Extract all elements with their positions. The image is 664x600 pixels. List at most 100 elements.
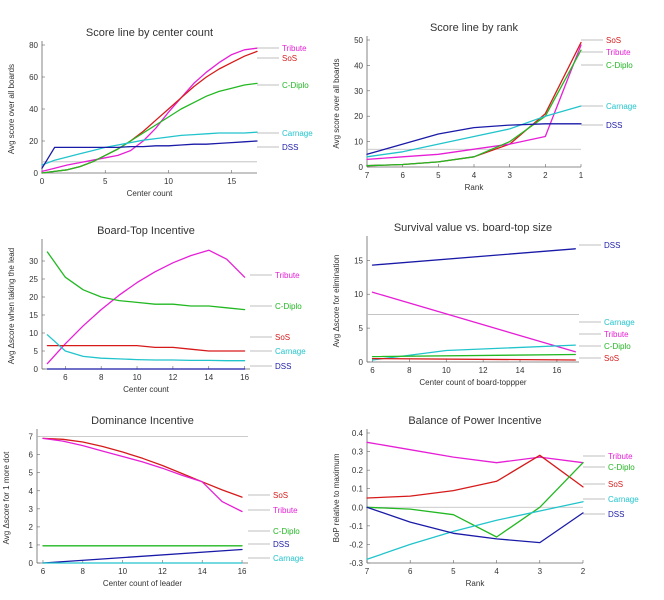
y-tick-label: -0.1 [349,522,363,531]
series-line-dss [366,506,584,544]
y-tick-label: 15 [29,311,38,320]
y-tick-label: 2 [29,523,34,532]
legend-tribute: Tribute [275,271,300,280]
y-tick-label: 30 [29,257,38,266]
y-tick-label: 40 [354,61,363,70]
x-axis-label: Center count of leader [103,579,182,588]
x-tick-label: 4 [494,567,499,576]
series-line-sos [46,344,246,352]
y-tick-label: -0.3 [349,559,363,568]
legend-carnage: Carnage [273,554,304,563]
legend-c-diplo: C-Diplo [604,342,631,351]
series-line-carnage [371,344,576,361]
chart-p3: Board-Top Incentive 0 5 10 15 20 25 30 6 8 10 12 14 1… [7,225,306,394]
chart-title: Score line by center count [86,27,213,39]
y-tick-label: 0 [359,163,364,172]
x-tick-label: 7 [365,567,370,576]
y-tick-label: 0 [359,358,364,367]
x-tick-label: 10 [442,366,451,375]
series-line-c-diplo [371,353,576,358]
chart-title: Balance of Power Incentive [408,415,541,427]
x-tick-label: 6 [41,567,46,576]
y-tick-label: 0.1 [352,485,364,494]
x-tick-label: 12 [168,373,177,382]
x-tick-label: 16 [238,567,247,576]
legend-tribute: Tribute [608,452,633,461]
legend-carnage: Carnage [608,495,639,504]
x-tick-label: 7 [365,171,370,180]
y-tick-label: 10 [354,138,363,147]
series-line-dss [366,123,582,155]
legend-carnage: Carnage [275,347,306,356]
series-line-tribute [366,441,584,464]
y-tick-label: 0 [34,169,39,178]
series-line-tribute [41,47,258,173]
x-tick-label: 14 [204,373,213,382]
y-tick-label: 15 [354,256,363,265]
y-axis-label: Avg Δscore for 1 more dot [2,451,11,545]
series-line-dss [371,248,576,266]
y-axis-label: Avg score over all boards [332,58,341,148]
series-line-carnage [366,501,584,560]
series-line-carnage [41,131,258,166]
x-tick-label: 10 [164,177,173,186]
y-tick-label: 5 [34,347,39,356]
y-axis-label: BoP relative to maximum [332,453,341,542]
x-tick-label: 15 [227,177,236,186]
series-line-sos [366,41,582,167]
y-tick-label: 40 [29,105,38,114]
legend-sos: SoS [273,491,288,500]
x-tick-label: 16 [552,366,561,375]
x-tick-label: 12 [479,366,488,375]
legend-dss: DSS [608,510,624,519]
x-axis-label: Center count of board-toppper [419,378,527,387]
legend-dss: DSS [275,362,291,371]
legend-carnage: Carnage [604,318,635,327]
x-tick-label: 5 [451,567,456,576]
chart-title: Dominance Incentive [91,415,194,427]
legend-sos: SoS [608,480,623,489]
legend-c-diplo: C-Diplo [606,61,633,70]
y-axis-label: Avg score over all boards [7,64,16,154]
legend-c-diplo: C-Diplo [275,302,302,311]
x-axis-label: Center count [123,385,170,394]
y-tick-label: 4 [29,487,34,496]
y-tick-label: 10 [29,329,38,338]
y-tick-label: 3 [29,505,34,514]
legend-sos: SoS [606,36,621,45]
legend-dss: DSS [282,143,298,152]
series-line-carnage [46,334,246,362]
y-tick-label: 0 [29,559,34,568]
series-line-tribute [42,437,243,513]
x-tick-label: 3 [507,171,512,180]
x-tick-label: 10 [133,373,142,382]
x-axis-label: Rank [466,579,486,588]
y-tick-label: 0.0 [352,503,364,512]
legend-carnage: Carnage [282,129,313,138]
y-tick-label: 0.2 [352,466,364,475]
series-line-tribute [371,291,576,353]
series-line-sos [366,454,584,499]
y-tick-label: 7 [29,433,34,442]
y-tick-label: 10 [354,290,363,299]
x-tick-label: 14 [198,567,207,576]
legend-sos: SoS [282,54,297,63]
y-axis-label: Avg Δscore for elimination [332,255,341,348]
legend-tribute: Tribute [273,506,298,515]
y-tick-label: 0.4 [352,429,364,438]
x-tick-label: 6 [408,567,413,576]
legend-c-diplo: C-Diplo [273,527,300,536]
chart-p2: Score line by rank 0 10 20 30 40 50 7 6 5 4 3 2 1 Rank… [332,22,637,192]
x-tick-label: 12 [158,567,167,576]
chart-title: Survival value vs. board-top size [394,222,552,234]
legend-dss: DSS [604,241,620,250]
x-tick-label: 3 [538,567,543,576]
legend-sos: SoS [275,333,290,342]
legend-tribute: Tribute [606,48,631,57]
x-tick-label: 8 [407,366,412,375]
x-tick-label: 2 [543,171,548,180]
y-tick-label: 5 [359,324,364,333]
legend-dss: DSS [606,121,622,130]
